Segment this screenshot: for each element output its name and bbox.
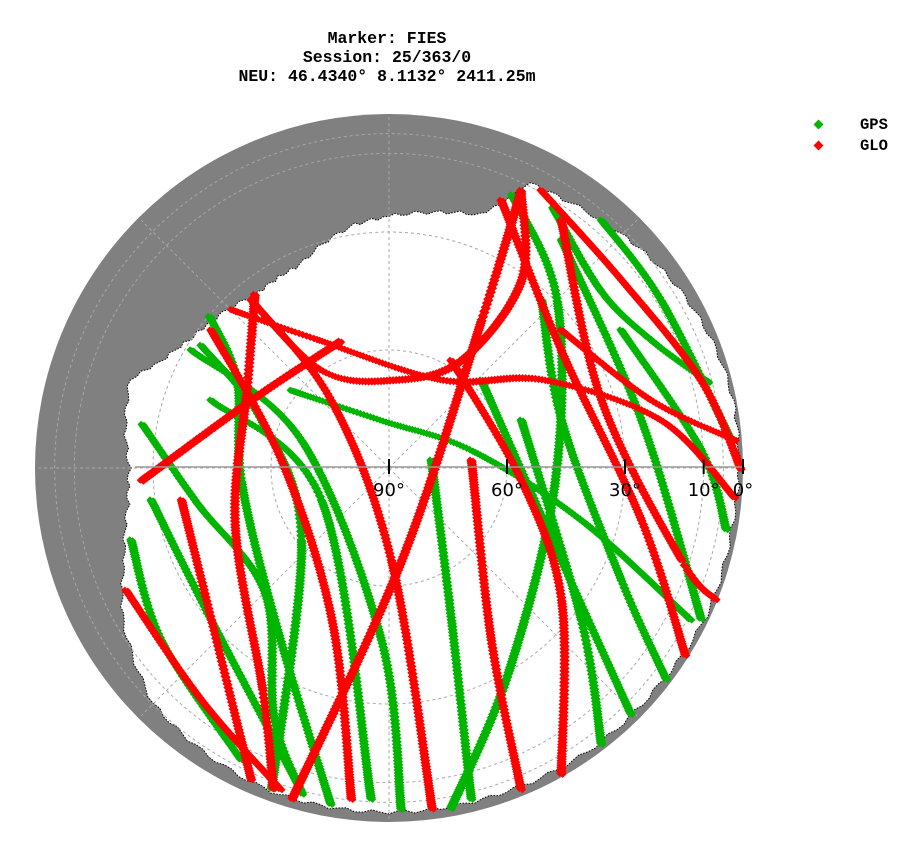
elevation-axis: 90° 60° 30° 10° 0° bbox=[135, 459, 753, 501]
axis-tick-label: 0° bbox=[733, 480, 753, 501]
title-session: Session: 25/363/0 bbox=[302, 48, 472, 67]
plot-title: Marker: FIES Session: 25/363/0 NEU: 46.4… bbox=[0, 29, 774, 86]
title-marker: Marker: FIES bbox=[327, 29, 447, 48]
axis-tick-label: 90° bbox=[373, 480, 405, 501]
axis-tick-label: 10° bbox=[688, 480, 720, 501]
elevation-ring bbox=[54, 133, 724, 803]
azimuth-spoke bbox=[138, 217, 390, 469]
satellite-tracks bbox=[121, 186, 746, 813]
diamond-marker-icon bbox=[813, 140, 824, 151]
legend-label-gps: GPS bbox=[860, 115, 888, 134]
track-series-gps bbox=[126, 191, 736, 813]
diamond-marker-icon bbox=[813, 119, 824, 130]
azimuth-spoke bbox=[388, 467, 640, 719]
legend-item-glo: GLO bbox=[808, 135, 918, 156]
legend: GPS GLO bbox=[808, 114, 918, 156]
title-position: NEU: 46.4340° 8.1132° 2411.25m bbox=[238, 67, 536, 86]
legend-label-glo: GLO bbox=[860, 136, 888, 155]
axis-tick-label: 30° bbox=[609, 480, 641, 501]
azimuth-spoke bbox=[388, 217, 640, 469]
legend-item-gps: GPS bbox=[808, 114, 918, 135]
axis-tick-label: 60° bbox=[491, 480, 523, 501]
track-series-glo bbox=[121, 186, 746, 813]
